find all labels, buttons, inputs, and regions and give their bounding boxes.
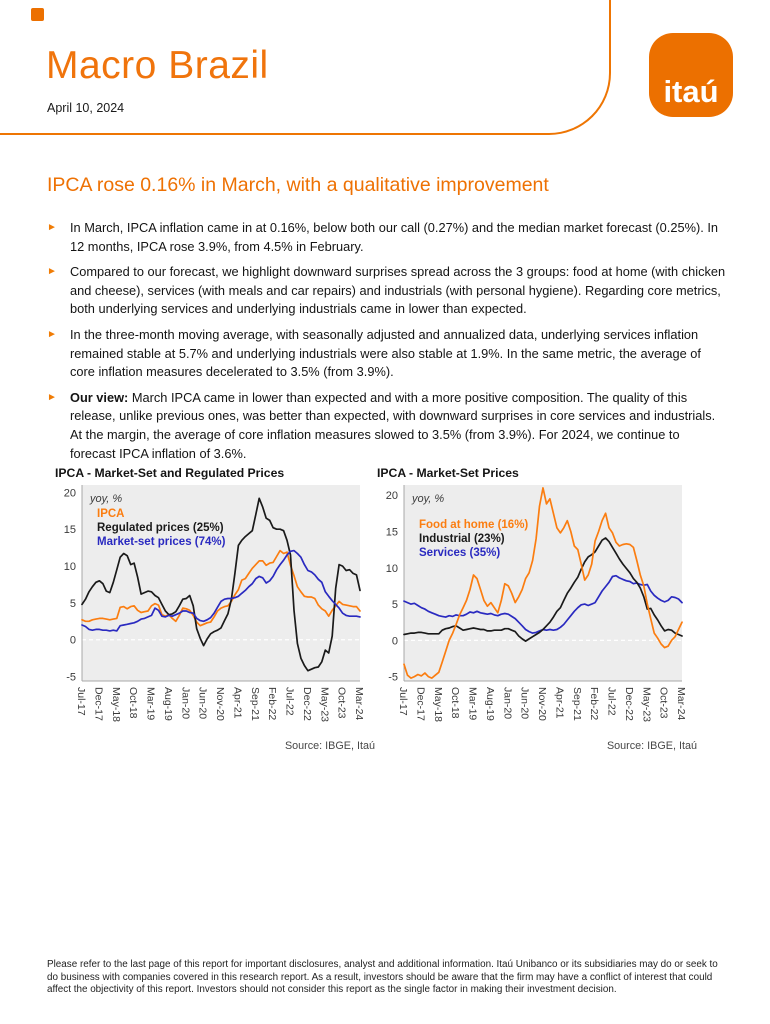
article-heading: IPCA rose 0.16% in March, with a qualita…: [47, 174, 549, 196]
x-tick-label: May-23: [640, 687, 652, 722]
bullet-text: In the three-month moving average, with …: [70, 326, 701, 380]
x-tick-label: Nov-20: [536, 687, 548, 721]
legend-entry: Industrial (23%): [419, 533, 505, 545]
bullet-item: ► Our view: March IPCA came in lower tha…: [47, 389, 727, 463]
x-tick-label: Mar-19: [467, 687, 479, 720]
series-line: [81, 549, 361, 632]
bullet-text: Our view: March IPCA came in lower than …: [70, 389, 716, 461]
bullet-marker-icon: ►: [47, 328, 57, 340]
x-tick-label: Jan-20: [501, 687, 513, 719]
chart-plot: -5 0 5 10 15 20 Jul-17 Dec-17 May-18 Oct-18 Mar-19…: [386, 485, 687, 722]
chart-title: IPCA - Market-Set and Regulated Prices: [55, 466, 285, 480]
y-tick-label: 20: [64, 487, 76, 499]
bullet-marker-icon: ►: [47, 391, 57, 403]
x-tick-label: Jul-22: [606, 687, 618, 716]
series-line: [81, 497, 361, 672]
y-tick-label: 15: [64, 524, 76, 536]
legend-entry: Regulated prices (25%): [97, 522, 224, 534]
bullet-marker-icon: ►: [47, 266, 57, 278]
y-tick-label: 5: [70, 598, 76, 610]
y-tick-label: 10: [64, 561, 76, 573]
chart-title: IPCA - Market-Set Prices: [377, 466, 519, 480]
x-tick-label: May-18: [432, 687, 444, 722]
chart-plot: -5 0 5 10 15 20 Jul-17 Dec-17 May-18 Oct-18 Mar-19…: [64, 485, 365, 722]
bullet-list: ► In March, IPCA inflation came in at 0.…: [47, 219, 727, 470]
y-tick-label: -5: [66, 672, 76, 684]
legend-entry: IPCA: [97, 508, 124, 520]
bullet-item: ► In March, IPCA inflation came in at 0.…: [47, 219, 727, 256]
series-line: [81, 549, 361, 627]
x-tick-label: Apr-21: [231, 687, 243, 719]
y-tick-label: -5: [388, 672, 398, 684]
x-tick-label: Aug-19: [162, 687, 174, 721]
x-tick-label: Feb-22: [266, 687, 278, 720]
chart-plot-container: -5 0 5 10 15 20 Jul-17 Dec-17 May-18 Oct-18 Mar-19…: [377, 485, 699, 740]
x-tick-label: Jul-22: [284, 687, 296, 716]
x-tick-label: Sep-21: [571, 687, 583, 721]
x-tick-label: May-23: [318, 687, 330, 722]
series-line: [403, 537, 683, 642]
x-tick-label: Oct-23: [336, 687, 348, 719]
bullet-text: Compared to our forecast, we highlight d…: [70, 264, 726, 317]
x-tick-label: Sep-21: [249, 687, 261, 721]
x-tick-label: Mar-19: [145, 687, 157, 720]
x-tick-label: Jun-20: [197, 687, 209, 719]
y-tick-label: 0: [392, 635, 398, 647]
x-tick-label: Oct-18: [127, 687, 139, 719]
x-tick-label: Jul-17: [397, 687, 409, 716]
x-tick-label: May-18: [110, 687, 122, 722]
x-tick-label: Jul-17: [75, 687, 87, 716]
x-tick-label: Jun-20: [519, 687, 531, 719]
bullet-marker-icon: ►: [47, 222, 57, 233]
x-tick-label: Dec-22: [301, 687, 313, 721]
x-tick-label: Jan-20: [179, 687, 191, 719]
x-tick-label: Mar-24: [353, 687, 365, 720]
unit-label: yoy, %: [89, 493, 122, 505]
y-tick-label: 10: [386, 563, 398, 575]
y-tick-label: 0: [70, 635, 76, 647]
bullet-text: In March, IPCA inflation came in at 0.16…: [70, 220, 718, 254]
logo-text: itaú: [663, 74, 719, 109]
x-tick-label: Nov-20: [214, 687, 226, 721]
y-tick-label: 5: [392, 599, 398, 611]
legend-entry: Market-set prices (74%): [97, 536, 226, 548]
bullet-item: ► In the three-month moving average, wit…: [47, 326, 727, 382]
x-tick-label: Feb-22: [588, 687, 600, 720]
x-tick-label: Oct-23: [658, 687, 670, 719]
y-tick-label: 20: [386, 490, 398, 502]
x-tick-label: Aug-19: [484, 687, 496, 721]
series-line: [403, 487, 683, 679]
header-rule: [0, 0, 611, 135]
report-date: April 10, 2024: [47, 101, 125, 115]
chart-source: Source: IBGE, Itaú: [284, 740, 375, 752]
x-tick-label: Dec-22: [623, 687, 635, 721]
chart-market-set-prices: IPCA - Market-Set Prices -5 0 5 10 15 20 Jul-1…: [377, 466, 699, 752]
bullet-lead: Our view:: [70, 389, 132, 405]
plot-background: [82, 485, 360, 681]
unit-label: yoy, %: [411, 493, 444, 505]
x-tick-label: Oct-18: [449, 687, 461, 719]
x-tick-label: Apr-21: [553, 687, 565, 719]
chart-plot-container: -5 0 5 10 15 20 Jul-17 Dec-17 May-18 Oct-18 Mar-19…: [55, 485, 377, 740]
page-title: Macro Brazil: [46, 44, 269, 87]
x-tick-label: Dec-17: [414, 687, 426, 721]
legend-entry: Food at home (16%): [419, 519, 528, 531]
x-tick-label: Mar-24: [675, 687, 687, 720]
legend-entry: Services (35%): [419, 547, 500, 559]
x-tick-label: Dec-17: [92, 687, 104, 721]
bullet-item: ► Compared to our forecast, we highlight…: [47, 263, 727, 319]
chart-source: Source: IBGE, Itaú: [606, 740, 697, 752]
y-tick-label: 15: [386, 526, 398, 538]
itau-logo: itaú: [649, 33, 733, 117]
footer-disclaimer: Please refer to the last page of this re…: [47, 959, 718, 996]
chart-market-set-and-regulated-prices: IPCA - Market-Set and Regulated Prices -…: [55, 466, 377, 752]
